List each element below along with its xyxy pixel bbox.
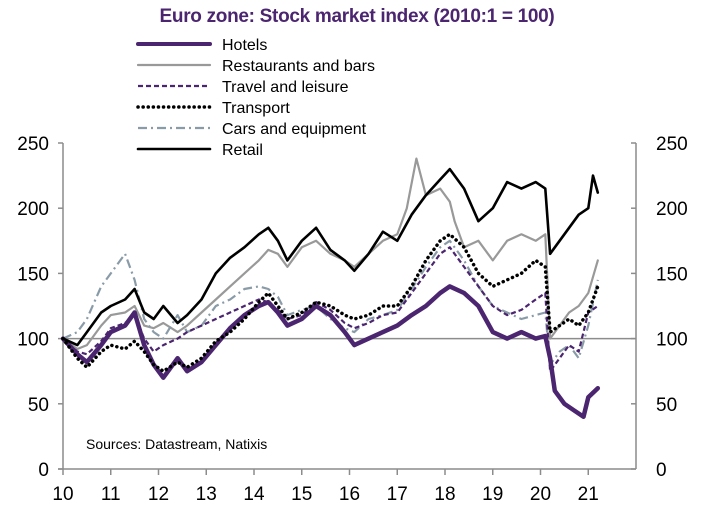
x-tick-label: 21 <box>578 484 599 505</box>
x-tick-label: 13 <box>196 484 217 505</box>
left-y-tick-label: 200 <box>17 199 49 220</box>
series-line-transport <box>61 232 600 373</box>
source-annotation: Sources: Datastream, Natixis <box>86 436 267 452</box>
legend-label-restaurants-and-bars: Restaurants and bars <box>222 58 375 75</box>
x-tick-label: 17 <box>387 484 408 505</box>
x-tick-label: 12 <box>148 484 169 505</box>
x-tick-label: 16 <box>339 484 360 505</box>
right-y-tick-label: 250 <box>656 134 688 155</box>
left-y-tick-label: 250 <box>17 134 49 155</box>
x-tick-label: 14 <box>243 484 265 505</box>
x-tick-label: 10 <box>52 484 73 505</box>
legend-label-hotels: Hotels <box>222 37 267 54</box>
right-y-tick-label: 50 <box>656 395 677 416</box>
chart-title: Euro zone: Stock market index (2010:1 = … <box>159 6 555 27</box>
x-tick-label: 15 <box>291 484 312 505</box>
right-y-tick-label: 100 <box>656 330 688 351</box>
x-tick-label: 20 <box>530 484 551 505</box>
left-y-tick-label: 0 <box>38 460 49 481</box>
series-line-travel-and-leisure <box>62 246 599 373</box>
series-line-hotels <box>60 284 601 420</box>
legend-label-retail: Retail <box>222 142 263 159</box>
series-line-retail <box>61 167 600 347</box>
legend-label-cars-and-equipment: Cars and equipment <box>222 121 367 138</box>
x-tick-label: 19 <box>482 484 503 505</box>
legend: Hotels Restaurants and bars Travel and lei… <box>136 37 375 159</box>
right-y-tick-label: 200 <box>656 199 688 220</box>
right-y-tick-label: 0 <box>656 460 667 481</box>
x-tick-label: 11 <box>101 484 121 505</box>
left-y-tick-label: 150 <box>17 264 49 285</box>
legend-label-travel-and-leisure: Travel and leisure <box>222 79 349 96</box>
left-y-tick-label: 100 <box>17 330 49 351</box>
series-group <box>60 157 601 420</box>
left-y-tick-label: 50 <box>28 395 49 416</box>
x-tick-label: 18 <box>434 484 455 505</box>
series-line-cars-and-equipment <box>62 239 599 366</box>
right-y-tick-label: 150 <box>656 264 688 285</box>
legend-label-transport: Transport <box>222 100 290 117</box>
